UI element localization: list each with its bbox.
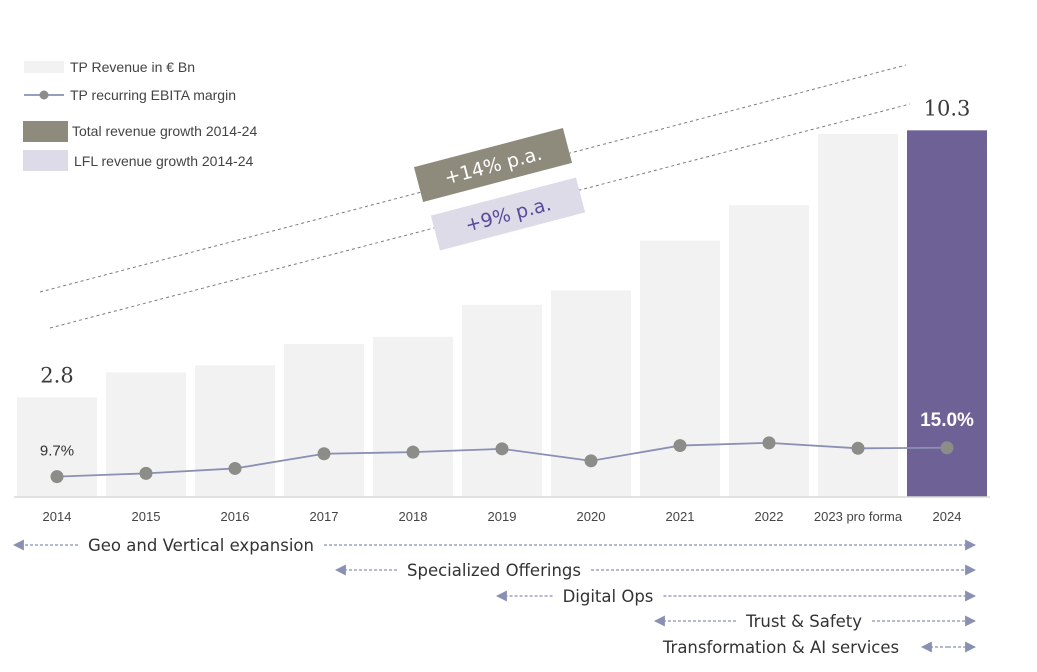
margin-point-2022 [762, 436, 776, 450]
legend-label-lfl-growth: LFL revenue growth 2014-24 [74, 153, 253, 169]
margin-point-2014 [50, 470, 64, 484]
margin-line-series [50, 436, 954, 484]
legend-label-total-growth: Total revenue growth 2014-24 [72, 123, 257, 139]
margin-point-2016 [228, 461, 242, 475]
phase-label-specialized-offerings: Specialized Offerings [407, 561, 581, 580]
x-tick-2015: 2015 [132, 509, 161, 524]
legend-label-margin: TP recurring EBITA margin [70, 87, 236, 103]
x-tick-2022: 2022 [755, 509, 784, 524]
margin-point-2015 [139, 466, 153, 480]
x-tick-2019: 2019 [488, 509, 517, 524]
data-labels: 2.8 10.3 9.7% 15.0% [40, 96, 974, 459]
x-tick-2021: 2021 [666, 509, 695, 524]
legend-swatch-lfl-growth [23, 150, 68, 171]
phase-label-trust-safety: Trust & Safety [745, 612, 862, 631]
x-tick-2017: 2017 [310, 509, 339, 524]
revenue-bar-2024 [907, 130, 987, 497]
margin-point-2019 [495, 442, 509, 456]
legend-swatch-total-growth [23, 121, 68, 142]
margin-point-2021 [673, 439, 687, 453]
revenue-bar-2022 [729, 205, 809, 497]
phase-label-digital-ops: Digital Ops [563, 587, 654, 606]
revenue-bars [17, 130, 987, 497]
total-growth-trend-line [39, 64, 907, 293]
revenue-bar-2019 [462, 304, 542, 497]
phase-timeline: Geo and Vertical expansion Specialized Of… [12, 536, 977, 657]
x-tick-2014: 2014 [43, 509, 72, 524]
x-axis-tick-labels: 2014 2015 2016 2017 2018 2019 2020 2021 2022 2023… [43, 509, 962, 524]
phase-label-geo-and-vertical-expansion: Geo and Vertical expansion [88, 536, 314, 555]
revenue-label-2024: 10.3 [924, 96, 971, 120]
x-tick-2018: 2018 [399, 509, 428, 524]
legend-swatch-margin-marker [39, 90, 49, 100]
margin-label-2014: 9.7% [40, 443, 74, 460]
phase-label-transformation-ai-services: Transformation & AI services [662, 638, 899, 657]
x-tick-2023-pro-forma: 2023 pro forma [814, 509, 903, 524]
revenue-bar-2023-pro-forma [818, 133, 898, 497]
margin-label-2024: 15.0% [920, 410, 974, 431]
revenue-bar-2017 [284, 343, 364, 497]
revenue-bar-2021 [640, 240, 720, 497]
revenue-label-2014: 2.8 [40, 363, 73, 387]
margin-point-2023-pro-forma [851, 441, 865, 455]
x-tick-2016: 2016 [221, 509, 250, 524]
legend-swatch-revenue [24, 61, 64, 73]
x-tick-2020: 2020 [577, 509, 606, 524]
lfl-growth-box [430, 177, 586, 251]
x-tick-2024: 2024 [933, 509, 962, 524]
margin-point-2018 [406, 445, 420, 459]
margin-point-2024 [940, 441, 954, 455]
margin-point-2020 [584, 454, 598, 468]
total-growth-box [413, 128, 573, 202]
revenue-bar-2018 [373, 336, 453, 497]
revenue-bar-2016 [195, 365, 275, 497]
legend-label-revenue: TP Revenue in € Bn [70, 59, 195, 75]
legend: TP Revenue in € Bn TP recurring EBITA ma… [23, 59, 257, 171]
margin-point-2017 [317, 447, 331, 461]
